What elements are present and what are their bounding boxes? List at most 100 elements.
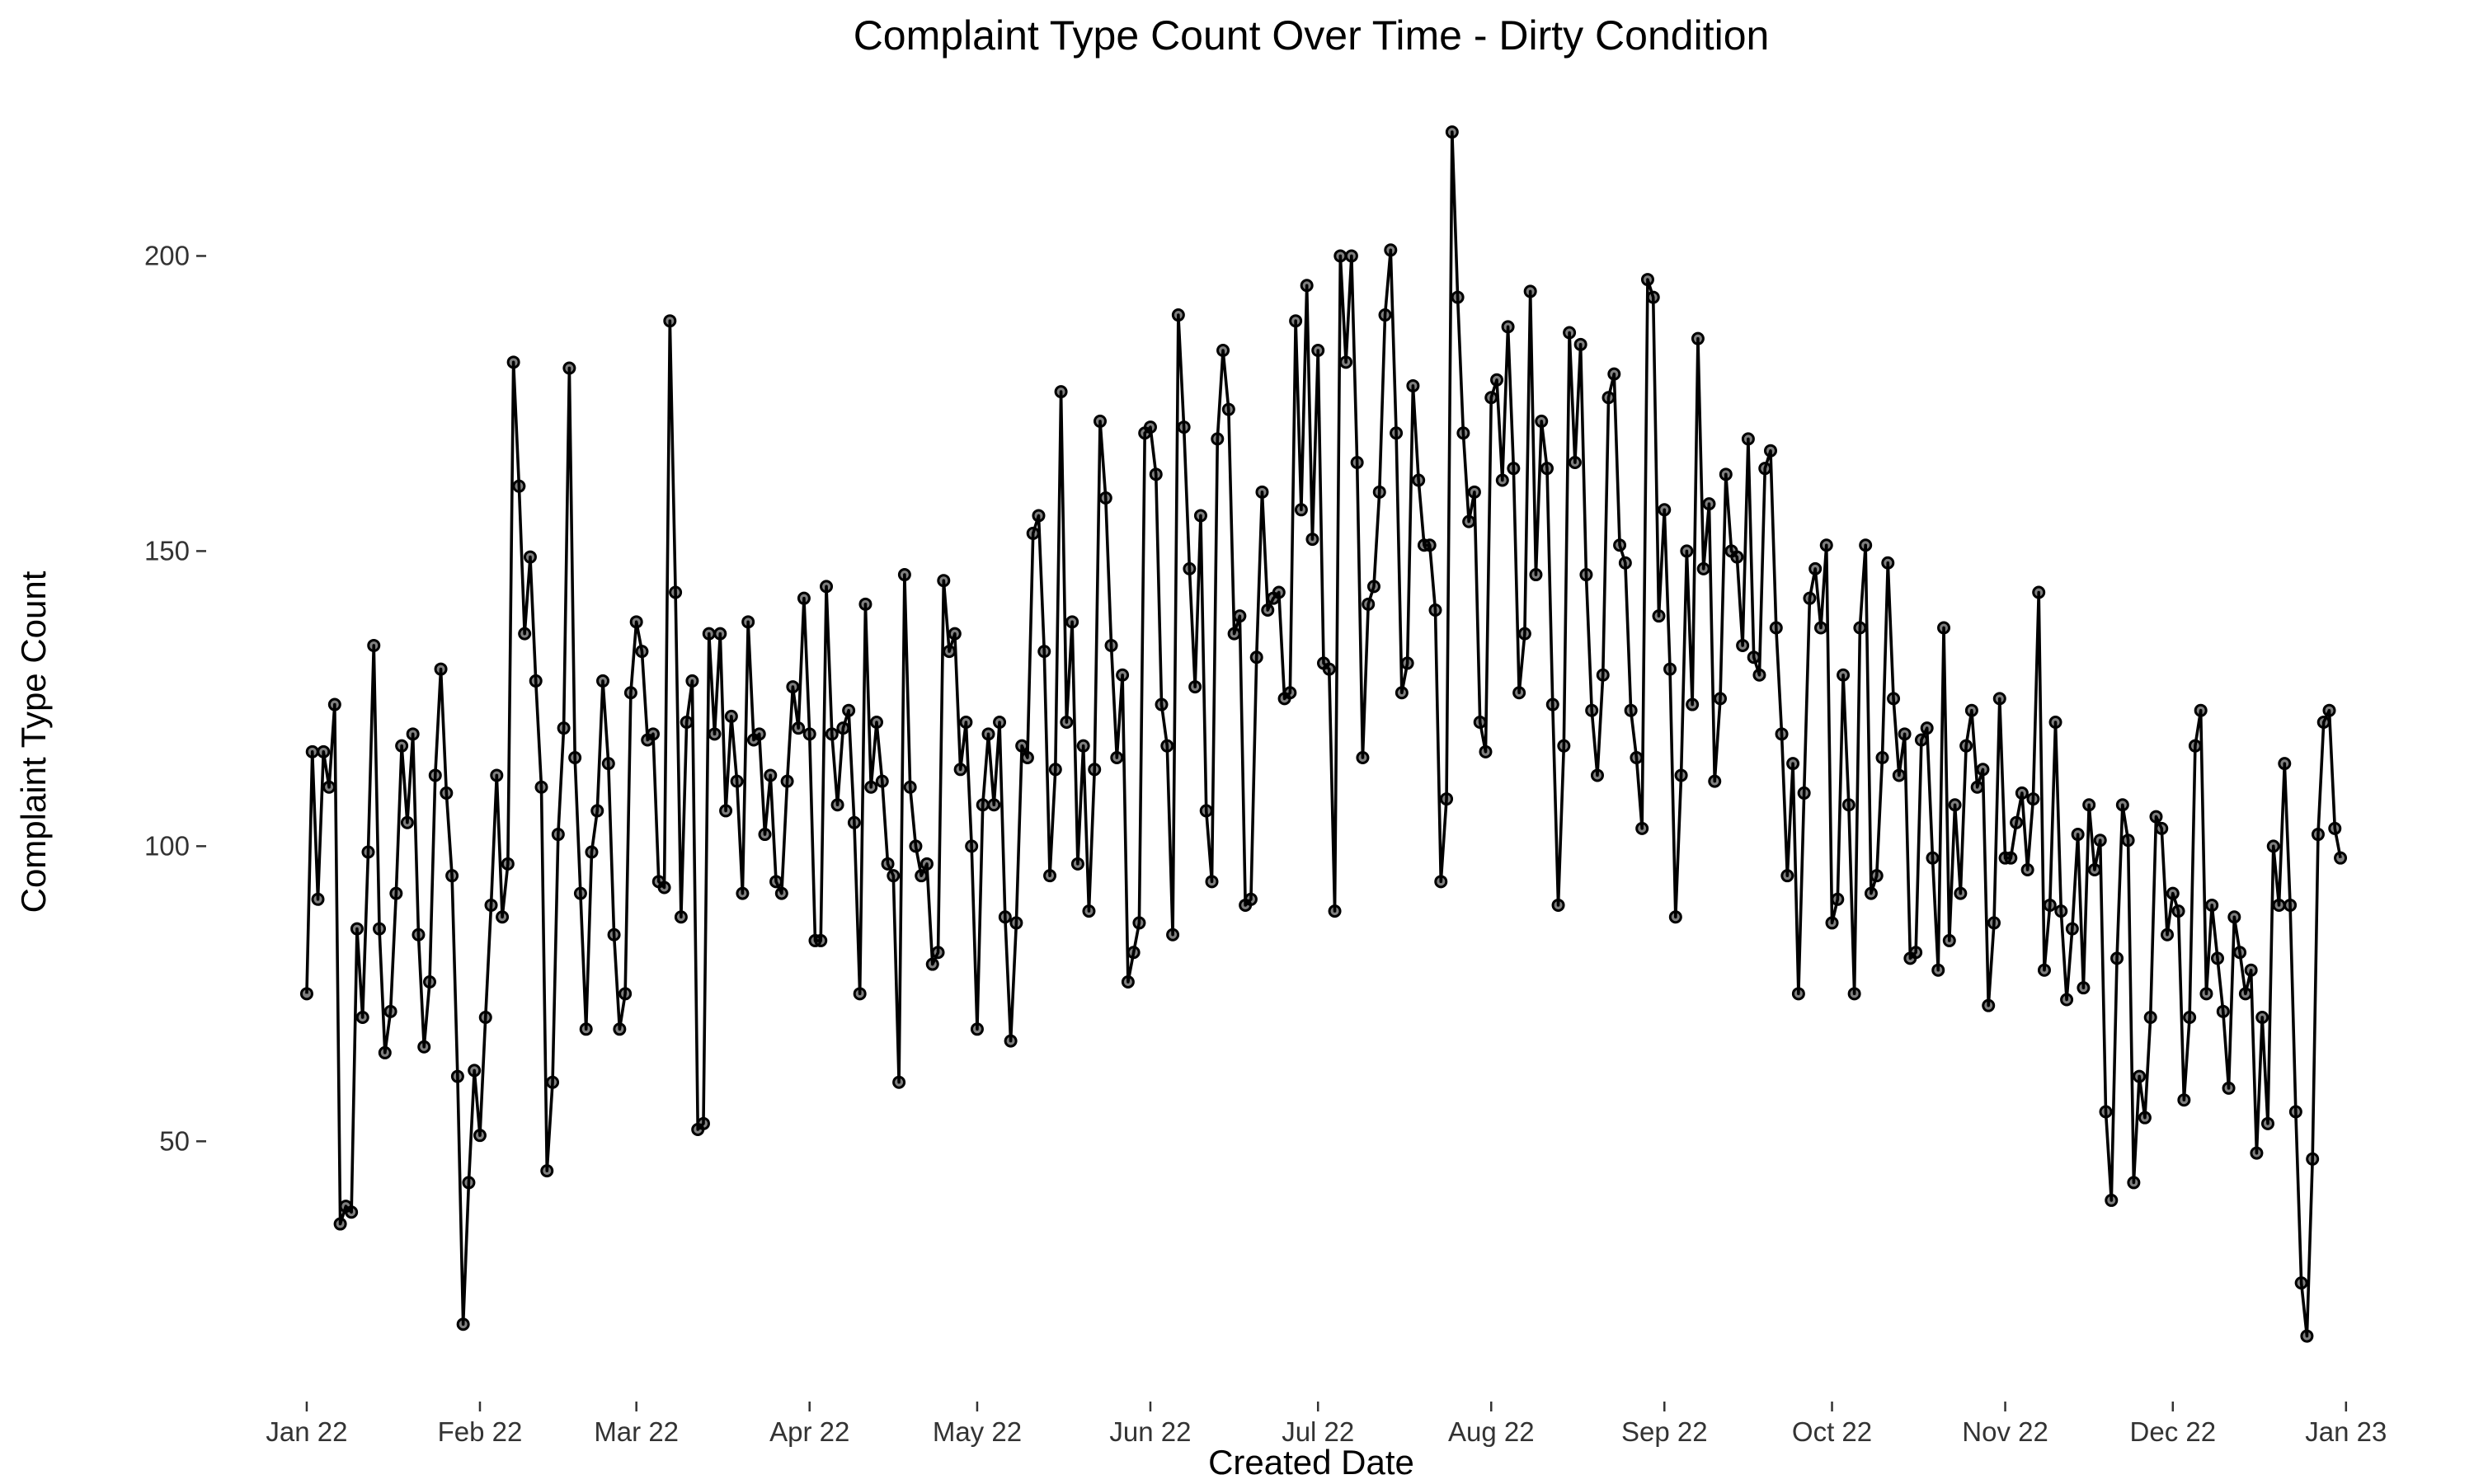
data-point bbox=[1434, 875, 1448, 889]
data-point bbox=[2211, 951, 2224, 965]
data-point bbox=[780, 774, 794, 788]
data-point bbox=[2328, 821, 2342, 835]
data-point bbox=[345, 1205, 359, 1219]
y-tick-label: 50 bbox=[159, 1125, 190, 1156]
data-point bbox=[769, 875, 783, 889]
data-point bbox=[1070, 857, 1084, 871]
data-point bbox=[2284, 898, 2298, 912]
data-point bbox=[568, 750, 582, 764]
data-point bbox=[1831, 892, 1845, 906]
data-point bbox=[2222, 1081, 2236, 1095]
data-point bbox=[1356, 750, 1370, 764]
data-point bbox=[1741, 432, 1755, 446]
data-point bbox=[925, 957, 939, 971]
data-point bbox=[1333, 249, 1348, 263]
data-point bbox=[953, 763, 967, 777]
data-point bbox=[1490, 373, 1504, 387]
data-point bbox=[1211, 432, 1225, 446]
data-point bbox=[1680, 544, 1694, 558]
data-point bbox=[959, 716, 973, 730]
data-point bbox=[875, 774, 889, 788]
data-point bbox=[1467, 485, 1481, 499]
data-point bbox=[1484, 391, 1498, 405]
data-point bbox=[2127, 1176, 2141, 1190]
data-point bbox=[2244, 963, 2258, 977]
data-point bbox=[1255, 485, 1269, 499]
data-point bbox=[943, 645, 957, 659]
data-point bbox=[685, 674, 699, 688]
data-point bbox=[613, 1022, 627, 1036]
x-tick-label: Jul 22 bbox=[1282, 1416, 1354, 1447]
data-point bbox=[557, 721, 571, 735]
data-point bbox=[440, 786, 454, 800]
data-point bbox=[1193, 509, 1207, 523]
plot-area bbox=[299, 125, 2348, 1343]
data-point bbox=[1166, 928, 1180, 942]
data-point bbox=[2272, 898, 2286, 912]
data-point bbox=[2015, 786, 2029, 800]
data-point bbox=[2048, 716, 2062, 730]
data-point bbox=[792, 721, 806, 735]
data-point bbox=[2322, 703, 2336, 717]
data-point bbox=[730, 774, 744, 788]
data-point bbox=[1110, 750, 1124, 764]
data-point bbox=[2334, 851, 2348, 865]
data-point bbox=[1948, 798, 1962, 812]
data-point bbox=[322, 780, 336, 794]
data-point bbox=[1294, 503, 1308, 517]
data-point bbox=[887, 869, 901, 883]
data-point bbox=[579, 1022, 593, 1036]
data-point bbox=[1791, 987, 1805, 1001]
data-point bbox=[1440, 792, 1454, 806]
data-point bbox=[1344, 249, 1358, 263]
data-point bbox=[2010, 815, 2024, 829]
data-point bbox=[1517, 627, 1531, 641]
data-point bbox=[1686, 697, 1700, 711]
data-point bbox=[976, 798, 990, 812]
data-point bbox=[2071, 828, 2085, 842]
data-point bbox=[1808, 561, 1823, 575]
data-point bbox=[1412, 473, 1426, 487]
data-point bbox=[674, 910, 688, 924]
data-point bbox=[1663, 662, 1677, 676]
data-point bbox=[2216, 1004, 2230, 1018]
data-point bbox=[596, 674, 610, 688]
data-point bbox=[1495, 473, 1509, 487]
data-point bbox=[311, 892, 325, 906]
y-axis: 50 100 150 200 bbox=[144, 240, 206, 1156]
data-point bbox=[1523, 284, 1537, 298]
data-point bbox=[456, 1317, 470, 1331]
data-point bbox=[618, 987, 633, 1001]
data-point bbox=[1155, 697, 1169, 711]
data-point bbox=[1004, 1034, 1018, 1048]
data-point bbox=[1244, 892, 1258, 906]
data-point bbox=[445, 869, 459, 883]
y-tick-label: 100 bbox=[144, 830, 190, 861]
data-point bbox=[518, 627, 532, 641]
x-tick-label: Feb 22 bbox=[438, 1416, 523, 1447]
data-point bbox=[450, 1069, 464, 1083]
data-point bbox=[1305, 533, 1319, 547]
data-point bbox=[428, 768, 442, 782]
data-point bbox=[1668, 910, 1682, 924]
y-axis-title: Complaint Type Count bbox=[14, 571, 53, 913]
data-point bbox=[647, 727, 660, 741]
data-point bbox=[1205, 875, 1219, 889]
data-point bbox=[2143, 1010, 2157, 1024]
data-point bbox=[1362, 597, 1376, 611]
data-point bbox=[1652, 609, 1666, 623]
data-point bbox=[2177, 1093, 2191, 1107]
data-point bbox=[1462, 514, 1476, 528]
data-point bbox=[2149, 810, 2163, 824]
data-point bbox=[1032, 509, 1046, 523]
data-point bbox=[2188, 739, 2202, 753]
data-point bbox=[1020, 750, 1034, 764]
data-point bbox=[774, 886, 788, 900]
data-point bbox=[1847, 987, 1861, 1001]
data-point bbox=[853, 987, 867, 1001]
data-point bbox=[623, 686, 637, 700]
data-point bbox=[1261, 603, 1275, 617]
data-point bbox=[1976, 763, 1990, 777]
data-point bbox=[1630, 750, 1644, 764]
data-point bbox=[2227, 910, 2241, 924]
